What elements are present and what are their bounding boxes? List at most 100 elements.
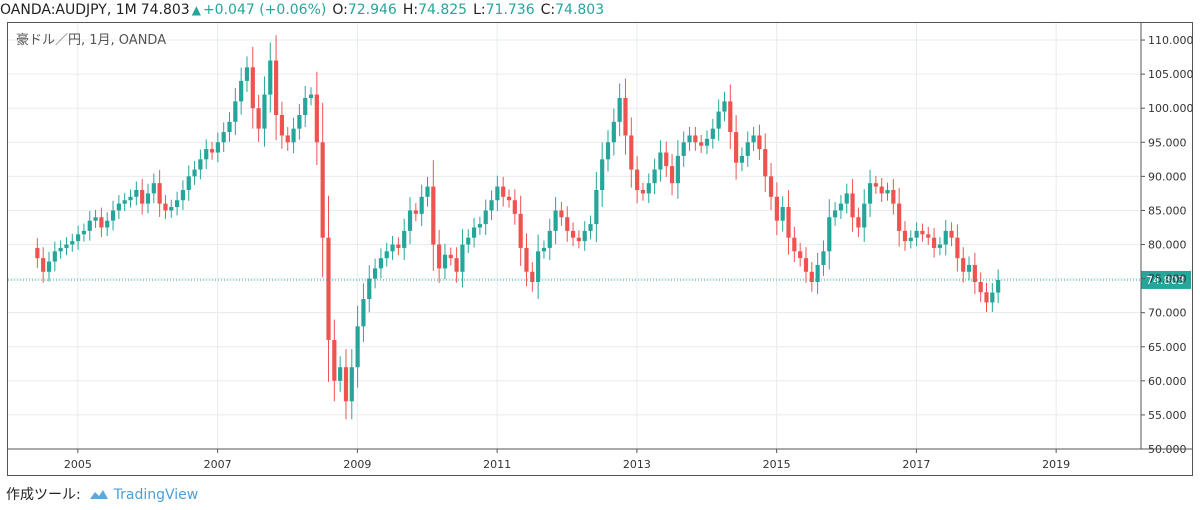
- candle-body: [856, 217, 861, 228]
- candle-body: [937, 244, 943, 248]
- candle-body: [850, 193, 855, 218]
- open-label: O:: [332, 2, 348, 18]
- candle-body: [763, 149, 768, 177]
- y-tick-label: 85.000: [1148, 204, 1187, 217]
- candle-body: [978, 282, 983, 293]
- candle-body: [559, 210, 564, 218]
- candle-body: [268, 60, 273, 95]
- x-tick-label: 2017: [902, 458, 930, 471]
- low-label: L:: [473, 2, 486, 18]
- candle-body: [815, 264, 820, 283]
- last-price-line: 74.803: [8, 270, 1191, 289]
- candle-body: [431, 186, 436, 245]
- candle-body: [914, 230, 919, 238]
- candle-body: [110, 210, 116, 221]
- candle-body: [774, 196, 779, 221]
- candle-body: [169, 207, 174, 211]
- x-tick-label: 2009: [343, 458, 371, 471]
- candle-body: [803, 258, 809, 272]
- candle-body: [41, 258, 46, 272]
- last-price-badge: [1141, 270, 1191, 289]
- last-price-label: 74.803: [1146, 274, 1185, 287]
- candle-body: [838, 203, 844, 211]
- candle-body: [902, 230, 908, 242]
- candle-body: [244, 67, 250, 81]
- candle-body: [582, 230, 587, 242]
- candle-body: [734, 132, 739, 163]
- candle-body: [576, 237, 581, 242]
- candle-body: [413, 210, 418, 214]
- candle-body: [798, 251, 803, 259]
- candle-body: [664, 152, 669, 167]
- candle-body: [693, 135, 698, 143]
- candle-body: [297, 115, 302, 129]
- y-tick-label: 60.000: [1148, 375, 1187, 388]
- symbol-label[interactable]: OANDA:AUDJPY, 1M: [0, 2, 137, 18]
- candle-body: [990, 292, 995, 303]
- candle-body: [932, 237, 937, 248]
- candle-body: [821, 251, 826, 265]
- candle-body: [687, 135, 692, 143]
- candle-body: [611, 121, 616, 143]
- x-tick-label: 2005: [64, 458, 92, 471]
- candle-body: [704, 138, 710, 146]
- candle-body: [844, 193, 849, 204]
- time-axis: 2005 2007 2009 2011 2013 2015 2017 2019: [7, 448, 1192, 471]
- y-tick-label: 105.000: [1148, 68, 1194, 81]
- candle-body: [600, 159, 605, 190]
- footer: 作成ツール: TradingView: [6, 484, 198, 504]
- candle-body: [355, 326, 360, 368]
- candle-body: [233, 101, 238, 122]
- candle-body: [885, 189, 890, 194]
- candle-body: [35, 247, 40, 259]
- x-tick-label: 2015: [763, 458, 791, 471]
- candle-body: [879, 186, 884, 194]
- candle-body: [570, 230, 576, 238]
- y-tick-label: 75.000: [1148, 273, 1187, 286]
- candle-body: [285, 135, 290, 143]
- candle-body: [652, 169, 657, 184]
- price-change: +0.047 (+0.06%): [202, 2, 327, 18]
- candle-body: [646, 183, 651, 194]
- candle-body: [926, 234, 931, 238]
- candle-body: [407, 210, 413, 231]
- candle-body: [157, 183, 162, 204]
- candle-body: [384, 251, 389, 259]
- tradingview-brand[interactable]: TradingView: [113, 487, 199, 503]
- low-value: 71.736: [485, 2, 535, 18]
- candle-body: [996, 279, 1001, 293]
- candle-body: [64, 244, 69, 248]
- y-tick-label: 90.000: [1148, 170, 1187, 183]
- candle-body: [402, 230, 407, 248]
- candle-body: [70, 241, 75, 245]
- candle-body: [943, 230, 948, 245]
- candle-body: [273, 60, 279, 116]
- candle-body: [93, 217, 98, 221]
- candle-body: [215, 142, 220, 153]
- high-value: 74.825: [418, 2, 468, 18]
- candle-body: [151, 183, 156, 194]
- candle-body: [739, 155, 745, 163]
- y-tick-label: 70.000: [1148, 307, 1187, 320]
- x-tick-label: 2013: [623, 458, 651, 471]
- candle-body: [460, 244, 465, 272]
- candle-body: [862, 203, 867, 228]
- chart-frame[interactable]: [7, 22, 1193, 476]
- candle-body: [966, 264, 972, 272]
- candle-body: [792, 237, 797, 252]
- candle-body: [425, 186, 430, 197]
- candle-body: [338, 367, 343, 381]
- candle-body: [471, 227, 477, 238]
- candle-body: [827, 217, 832, 252]
- candle-body: [780, 207, 785, 221]
- price-axis: 110.000 105.000 100.000 95.000 90.000 85.000 8…: [1140, 22, 1194, 456]
- y-tick-label: 80.000: [1148, 239, 1187, 252]
- candle-body: [76, 234, 81, 242]
- candle-body: [262, 94, 267, 129]
- candle-body: [314, 94, 319, 143]
- candle-body: [669, 166, 675, 184]
- candle-body: [699, 142, 704, 146]
- candle-body: [349, 367, 354, 402]
- candle-body: [617, 97, 622, 122]
